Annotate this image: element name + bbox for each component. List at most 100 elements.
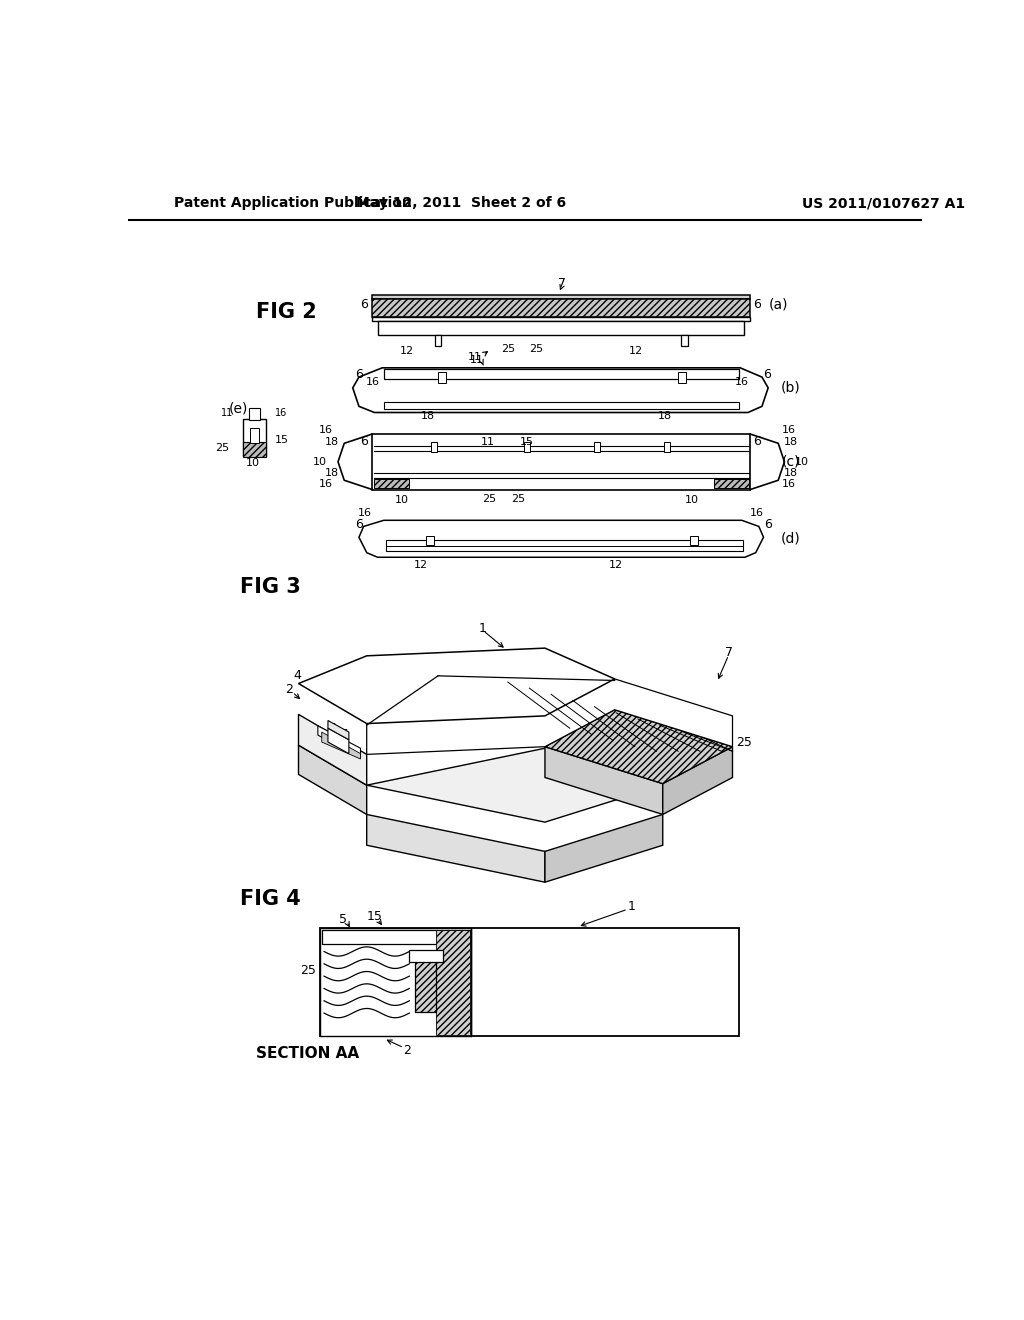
Text: 15: 15	[275, 436, 289, 445]
Text: 16: 16	[358, 508, 372, 519]
Text: 2: 2	[286, 684, 293, 696]
Text: 25: 25	[529, 345, 544, 354]
Bar	[664, 442, 670, 451]
Bar	[378, 321, 744, 335]
Text: A: A	[504, 660, 512, 673]
Polygon shape	[545, 710, 732, 784]
Text: 1: 1	[479, 622, 486, 635]
Text: 6: 6	[355, 367, 362, 380]
Bar	[415, 961, 436, 1011]
Text: 18: 18	[325, 437, 339, 446]
Polygon shape	[359, 520, 764, 557]
Bar	[372, 298, 751, 317]
Text: 11: 11	[221, 408, 233, 417]
Polygon shape	[545, 814, 663, 882]
Bar	[681, 335, 687, 346]
Polygon shape	[328, 721, 349, 739]
Text: 6: 6	[764, 367, 771, 380]
Bar	[372, 317, 751, 321]
Polygon shape	[545, 747, 663, 814]
Text: 25: 25	[511, 494, 525, 504]
Polygon shape	[367, 748, 663, 822]
Text: 5: 5	[339, 912, 347, 925]
Text: 16: 16	[735, 376, 749, 387]
Polygon shape	[299, 714, 367, 785]
Text: 16: 16	[318, 425, 333, 436]
Text: 11: 11	[468, 352, 482, 362]
Polygon shape	[299, 648, 614, 723]
Text: 5: 5	[341, 727, 349, 741]
Text: FIG 2: FIG 2	[256, 302, 316, 322]
Text: US 2011/0107627 A1: US 2011/0107627 A1	[802, 197, 966, 210]
Text: 11: 11	[470, 355, 483, 366]
Text: 18: 18	[325, 467, 339, 478]
Polygon shape	[328, 729, 349, 754]
Text: (e): (e)	[228, 401, 248, 416]
Text: SECTION AA: SECTION AA	[256, 1045, 359, 1061]
Bar	[372, 434, 751, 490]
Text: 6: 6	[423, 737, 430, 750]
Bar	[374, 479, 409, 488]
Bar	[409, 950, 442, 962]
Text: 25: 25	[501, 345, 515, 354]
Bar	[321, 928, 738, 1036]
Text: 16: 16	[275, 408, 288, 417]
Text: 25: 25	[215, 444, 228, 453]
Text: A: A	[665, 730, 673, 742]
Text: 16: 16	[318, 479, 333, 490]
Bar	[438, 372, 445, 383]
Bar	[435, 335, 441, 346]
Polygon shape	[367, 675, 732, 755]
Text: 12: 12	[609, 560, 624, 570]
Polygon shape	[317, 726, 360, 758]
Bar	[372, 296, 751, 298]
Text: (d): (d)	[780, 531, 801, 545]
Text: (c): (c)	[781, 455, 800, 469]
Bar	[250, 428, 259, 444]
Text: 6: 6	[360, 436, 369, 449]
Text: 25: 25	[482, 494, 497, 504]
Text: 6: 6	[355, 519, 362, 532]
Text: FIG 4: FIG 4	[241, 890, 301, 909]
Text: (b): (b)	[780, 381, 801, 395]
Text: 12: 12	[400, 346, 414, 356]
Polygon shape	[322, 733, 360, 759]
Bar	[594, 442, 600, 451]
Text: 16: 16	[782, 425, 796, 436]
Text: May 12, 2011  Sheet 2 of 6: May 12, 2011 Sheet 2 of 6	[356, 197, 566, 210]
Text: FIG 3: FIG 3	[241, 577, 301, 597]
Text: 12: 12	[490, 714, 506, 727]
Bar	[431, 442, 437, 451]
Text: 16: 16	[751, 508, 764, 519]
Text: 16: 16	[366, 376, 380, 387]
Text: 25: 25	[736, 735, 752, 748]
Bar	[322, 929, 470, 944]
Text: 4: 4	[293, 669, 301, 682]
Bar	[436, 929, 470, 1035]
Text: 12: 12	[414, 560, 428, 570]
Text: 10: 10	[795, 457, 809, 467]
Text: 18: 18	[658, 412, 672, 421]
Text: 18: 18	[783, 467, 798, 478]
Bar	[426, 536, 434, 545]
Text: Patent Application Publication: Patent Application Publication	[174, 197, 413, 210]
Bar	[243, 418, 266, 455]
Polygon shape	[367, 814, 545, 882]
Text: 5: 5	[330, 722, 337, 735]
Text: 6: 6	[754, 436, 761, 449]
Bar	[690, 536, 697, 545]
Text: 10: 10	[394, 495, 409, 506]
Text: 16: 16	[782, 479, 796, 490]
Bar	[384, 401, 738, 409]
Text: 6: 6	[764, 519, 772, 532]
Bar	[384, 370, 738, 379]
Bar	[524, 442, 530, 451]
Text: 15: 15	[367, 911, 382, 924]
Text: 7: 7	[558, 277, 566, 289]
Bar	[678, 372, 686, 383]
Polygon shape	[663, 747, 732, 814]
Text: 11: 11	[480, 437, 495, 446]
Bar	[714, 479, 749, 488]
Text: 15: 15	[519, 437, 534, 446]
Text: 18: 18	[783, 437, 798, 446]
